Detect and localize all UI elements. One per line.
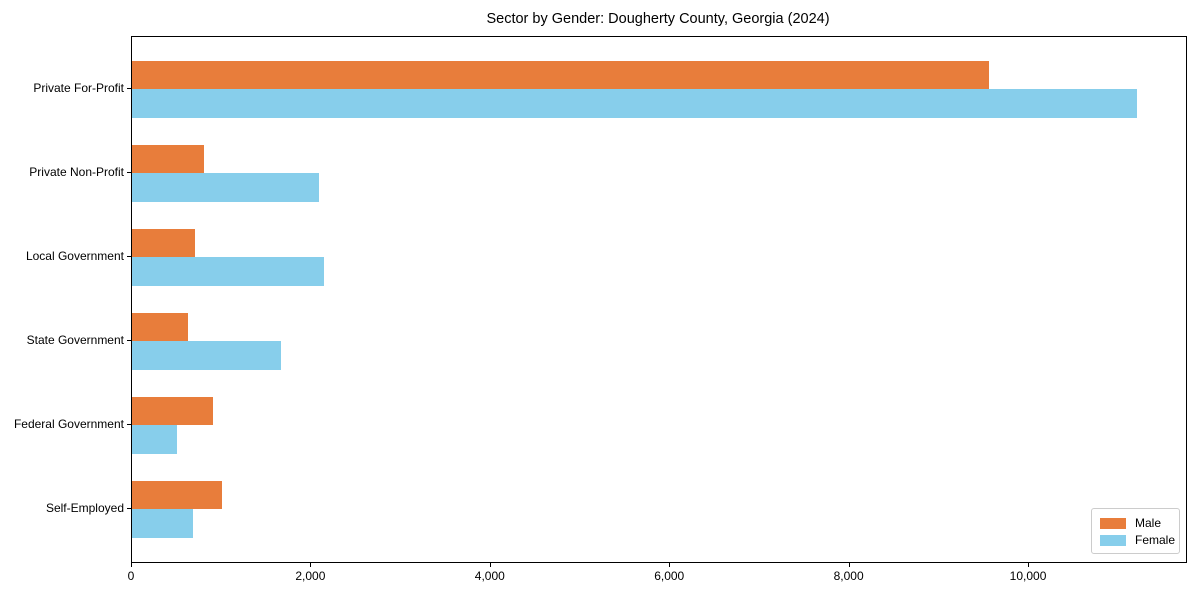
bar-male-3 <box>132 312 188 341</box>
bar-female-2 <box>132 257 324 286</box>
y-tick-mark-5 <box>127 508 131 509</box>
x-tick-mark-4 <box>848 562 850 567</box>
x-tick-mark-0 <box>131 562 132 567</box>
y-tick-label-1: Private Non-Profit <box>29 165 124 179</box>
legend-label-female: Female <box>1135 533 1176 547</box>
bar-female-0 <box>132 89 1137 118</box>
bar-female-1 <box>132 173 319 202</box>
y-tick-label-2: Local Government <box>25 249 124 263</box>
x-tick-label-4: 8,000 <box>833 569 864 583</box>
legend: Male Female <box>1091 508 1180 554</box>
bar-female-5 <box>132 509 194 538</box>
y-tick-mark-0 <box>127 88 131 89</box>
x-tick-mark-1 <box>310 562 312 567</box>
y-tick-label-5: Self-Employed <box>45 501 124 515</box>
legend-label-male: Male <box>1135 516 1162 530</box>
bar-male-2 <box>132 228 195 257</box>
y-tick-mark-1 <box>127 172 131 173</box>
legend-item-male: Male <box>1100 516 1171 530</box>
female-color-swatch <box>1100 534 1126 546</box>
x-tick-mark-3 <box>669 562 671 567</box>
x-tick-label-3: 6,000 <box>654 569 685 583</box>
plot-area: Male Female <box>131 36 1187 563</box>
y-tick-mark-4 <box>127 424 131 425</box>
y-tick-label-4: Federal Government <box>13 417 124 431</box>
x-tick-label-5: 10,000 <box>1009 569 1047 583</box>
bar-male-1 <box>132 144 204 173</box>
y-tick-label-3: State Government <box>26 333 124 347</box>
x-tick-label-1: 2,000 <box>295 569 326 583</box>
bar-female-3 <box>132 341 281 370</box>
x-tick-label-0: 0 <box>127 569 135 583</box>
x-tick-mark-2 <box>489 562 491 567</box>
y-tick-label-0: Private For-Profit <box>33 81 124 95</box>
bar-male-4 <box>132 396 213 425</box>
legend-item-female: Female <box>1100 533 1175 547</box>
bar-male-0 <box>132 60 989 89</box>
bar-female-4 <box>132 425 178 454</box>
bar-male-5 <box>132 480 222 509</box>
chart-title: Sector by Gender: Dougherty County, Geor… <box>486 11 830 27</box>
male-color-swatch <box>1100 517 1126 529</box>
y-tick-mark-2 <box>127 256 131 257</box>
y-tick-mark-3 <box>127 340 131 341</box>
x-tick-label-2: 4,000 <box>474 569 505 583</box>
x-tick-mark-5 <box>1028 562 1030 567</box>
